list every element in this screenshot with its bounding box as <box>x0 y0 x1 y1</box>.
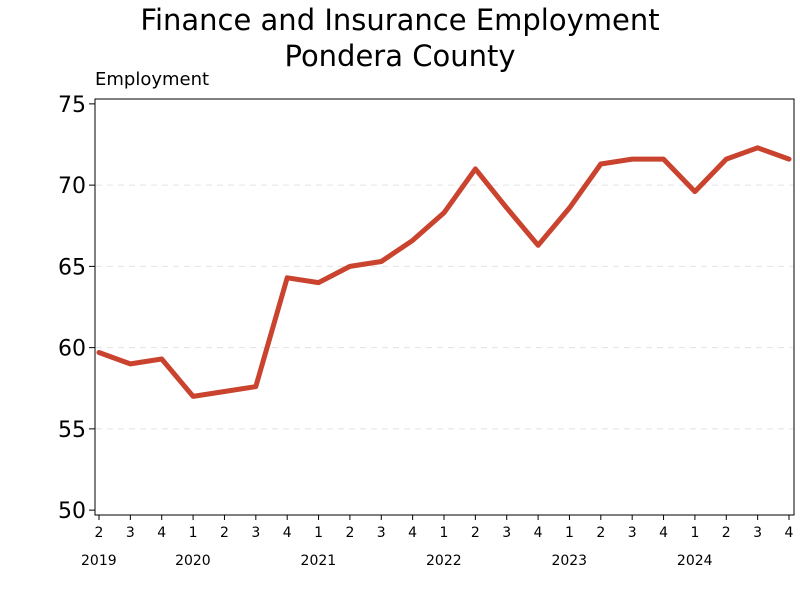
x-tick-label: 2 <box>722 525 731 541</box>
y-tick-label: 70 <box>58 174 86 199</box>
x-tick-label: 4 <box>283 525 292 541</box>
y-axis: 50 55 60 65 70 75 <box>58 93 95 524</box>
y-axis-label: Employment <box>95 69 209 90</box>
data-point <box>253 384 259 389</box>
data-point <box>504 205 509 211</box>
year-label: 2019 <box>81 553 117 569</box>
x-tick-label: 1 <box>565 525 574 541</box>
data-point <box>379 259 384 264</box>
data-point <box>128 361 133 367</box>
series-layer <box>96 145 792 399</box>
x-tick-label: 3 <box>251 525 260 541</box>
data-point <box>473 166 478 172</box>
year-label: 2021 <box>301 553 337 569</box>
x-tick-label: 3 <box>628 525 637 541</box>
x-tick-label: 3 <box>753 525 762 541</box>
x-axis: 2 3 4 1 2 3 4 1 2 3 4 1 2 3 4 1 2 3 4 1 2 3 4 2019 2020 2021 2022 2… <box>81 515 794 569</box>
year-label: 2022 <box>426 553 462 569</box>
data-point <box>284 275 290 280</box>
data-point <box>222 389 227 394</box>
x-tick-label: 1 <box>314 525 323 541</box>
y-tick-label: 65 <box>58 255 86 280</box>
x-tick-label: 4 <box>534 525 543 541</box>
data-point <box>692 189 698 194</box>
series-line <box>96 145 792 399</box>
x-tick-label: 4 <box>408 525 417 541</box>
x-tick-label: 3 <box>502 525 511 541</box>
x-tick-label: 4 <box>785 525 794 541</box>
y-tick-label: 50 <box>58 499 86 524</box>
x-tick-label: 3 <box>377 525 386 541</box>
y-tick-label: 60 <box>58 337 86 362</box>
data-point <box>347 264 353 269</box>
grid-lines <box>96 184 793 430</box>
x-tick-label: 1 <box>440 525 449 541</box>
data-point <box>755 145 760 150</box>
data-point <box>410 238 415 243</box>
chart-title: Finance and Insurance Employment Pondera… <box>0 2 800 74</box>
data-point <box>190 394 196 399</box>
chart-title-line1: Finance and Insurance Employment <box>140 3 660 37</box>
data-point <box>316 280 321 285</box>
data-point <box>661 156 666 162</box>
year-label: 2023 <box>551 553 587 569</box>
x-tick-label: 2 <box>596 525 605 541</box>
year-label: 2020 <box>175 553 211 569</box>
x-tick-label: 2 <box>220 525 229 541</box>
x-tick-label: 2 <box>471 525 480 541</box>
data-point <box>598 161 604 167</box>
data-point <box>535 243 541 248</box>
chart-subtitle: Pondera County <box>284 39 516 73</box>
data-point <box>159 356 164 362</box>
x-tick-label: 4 <box>659 525 668 541</box>
data-point <box>96 350 102 355</box>
y-tick-label: 75 <box>58 93 86 118</box>
year-label: 2024 <box>677 553 713 569</box>
data-point <box>629 156 635 162</box>
x-tick-label: 1 <box>690 525 699 541</box>
data-point <box>786 156 792 162</box>
data-point <box>567 205 572 211</box>
data-point <box>441 210 447 215</box>
x-tick-label: 3 <box>126 525 135 541</box>
x-tick-label: 1 <box>189 525 198 541</box>
y-tick-label: 55 <box>58 418 86 443</box>
plot-frame <box>94 98 795 516</box>
x-tick-label: 2 <box>345 525 354 541</box>
x-tick-label: 2 <box>95 525 104 541</box>
x-tick-label: 4 <box>157 525 166 541</box>
data-point <box>724 156 729 162</box>
